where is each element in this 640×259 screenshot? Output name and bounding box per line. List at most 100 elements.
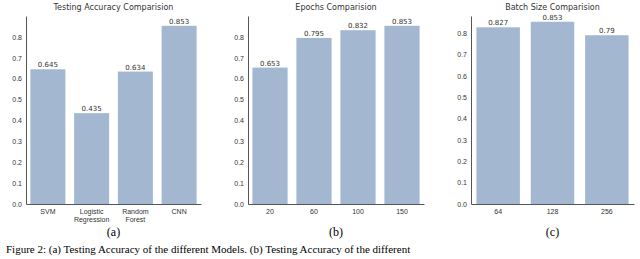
- x-tick: CNN: [172, 204, 187, 215]
- x-tick: 150: [396, 204, 408, 215]
- x-tick-label: 60: [310, 208, 318, 215]
- x-tick-label: CNN: [172, 208, 187, 215]
- data-label: 0.853: [542, 14, 562, 22]
- y-tick-label: 0.8: [234, 34, 244, 41]
- y-tick-label: 0.6: [234, 75, 244, 82]
- y-tick-label: 0.6: [457, 73, 467, 80]
- bar: [340, 30, 375, 204]
- y-tick-label: 0.5: [234, 96, 244, 103]
- panel-label: (b): [329, 225, 343, 239]
- x-tick: 60: [310, 204, 318, 215]
- x-tick: LogisticRegression: [74, 204, 110, 224]
- y-tick: 0.7: [457, 51, 471, 58]
- y-tick-label: 0.7: [234, 55, 244, 62]
- x-tick-label: LogisticRegression: [74, 208, 110, 224]
- y-tick: 0.7: [234, 55, 248, 62]
- y-tick: 0.8: [12, 34, 26, 41]
- data-label: 0.853: [392, 18, 412, 26]
- data-label: 0.795: [304, 30, 324, 38]
- y-tick: 0.2: [457, 158, 471, 165]
- y-tick: 0.4: [234, 117, 248, 124]
- y-tick-label: 0.3: [457, 137, 467, 144]
- y-tick-label: 0.2: [12, 159, 22, 166]
- x-tick: 64: [494, 204, 502, 215]
- x-tick: 20: [266, 204, 274, 215]
- y-tick-label: 0.7: [12, 55, 22, 62]
- y-tick: 0.1: [234, 180, 248, 187]
- x-tick: RandomForest: [122, 204, 149, 223]
- y-tick-label: 0.3: [12, 138, 22, 145]
- y-axis: 0.0 0.1 0.2 0.3 0.4 0.5 0.6 0.7 0.8: [12, 17, 26, 208]
- bars: [30, 26, 196, 204]
- y-tick-label: 0.0: [234, 201, 244, 208]
- y-tick-label: 0.4: [12, 117, 22, 124]
- y-tick: 0.0: [12, 201, 26, 208]
- data-label: 0.853: [169, 18, 189, 26]
- chart-panel: 0.0 0.1 0.2 0.3 0.4 0.5 0.6 0.7 0.8 SVM LogisticRe…: [12, 3, 201, 239]
- y-tick: 0.6: [234, 75, 248, 82]
- data-labels: 0.6530.7950.8320.853: [260, 18, 412, 68]
- y-tick-label: 0.1: [457, 179, 467, 186]
- x-tick-label: 20: [266, 208, 274, 215]
- bar: [118, 72, 153, 204]
- y-tick: 0.8: [457, 30, 471, 37]
- data-labels: 0.6450.4350.6340.853: [38, 18, 189, 113]
- x-tick: SVM: [40, 204, 55, 215]
- y-tick-label: 0.0: [457, 201, 467, 208]
- x-tick-label: 64: [494, 208, 502, 215]
- bar: [585, 35, 628, 204]
- x-tick-label-part: Forest: [125, 216, 145, 223]
- y-axis-line: [471, 17, 472, 205]
- bars: [476, 22, 628, 204]
- y-tick-label: 0.7: [457, 51, 467, 58]
- y-tick-label: 0.8: [12, 34, 22, 41]
- y-tick: 0.5: [12, 96, 26, 103]
- x-tick-label-part: Random: [122, 208, 149, 215]
- y-tick-label: 0.1: [12, 180, 22, 187]
- y-tick-label: 0.2: [457, 158, 467, 165]
- bar: [476, 27, 519, 204]
- y-tick: 0.1: [457, 179, 471, 186]
- y-tick-label: 0.3: [234, 138, 244, 145]
- figure-caption: Figure 2: (a) Testing Accuracy of the di…: [6, 243, 410, 256]
- x-tick: 256: [601, 204, 613, 215]
- data-labels: 0.8270.8530.79: [488, 14, 614, 35]
- y-tick-label: 0.1: [234, 180, 244, 187]
- y-tick: 0.0: [457, 201, 471, 208]
- bar: [252, 68, 287, 204]
- y-tick: 0.2: [12, 159, 26, 166]
- x-axis-line: [249, 204, 425, 205]
- data-label: 0.634: [125, 64, 146, 72]
- bar: [531, 22, 574, 204]
- y-tick: 0.1: [12, 180, 26, 187]
- y-tick: 0.3: [234, 138, 248, 145]
- x-tick-label: RandomForest: [122, 208, 149, 223]
- x-axis: 20 60 100 150: [249, 204, 425, 215]
- x-axis-line: [472, 204, 635, 205]
- x-tick: 100: [352, 204, 364, 215]
- figure: 0.0 0.1 0.2 0.3 0.4 0.5 0.6 0.7 0.8 SVM LogisticRe…: [0, 0, 640, 259]
- chart-title: Batch Size Comparision: [505, 3, 600, 12]
- y-tick-label: 0.6: [12, 75, 22, 82]
- x-tick-label-part: Regression: [74, 216, 110, 224]
- y-tick-label: 0.0: [12, 201, 22, 208]
- y-tick: 0.5: [457, 94, 471, 101]
- x-tick-label: 128: [547, 208, 559, 215]
- panel-label: (c): [546, 225, 559, 239]
- bars: [252, 26, 419, 204]
- y-tick: 0.6: [12, 75, 26, 82]
- x-tick-label: 256: [601, 208, 613, 215]
- bar: [74, 113, 109, 204]
- x-axis-line: [27, 204, 202, 205]
- y-tick: 0.3: [457, 137, 471, 144]
- data-label: 0.435: [82, 105, 102, 113]
- y-tick: 0.7: [12, 55, 26, 62]
- y-tick-label: 0.4: [234, 117, 244, 124]
- y-tick-label: 0.4: [457, 115, 467, 122]
- panel-label: (a): [107, 225, 120, 239]
- bar: [30, 69, 65, 204]
- y-tick-label: 0.5: [12, 96, 22, 103]
- y-tick: 0.0: [234, 201, 248, 208]
- x-tick-label: 100: [352, 208, 364, 215]
- data-label: 0.653: [260, 60, 280, 68]
